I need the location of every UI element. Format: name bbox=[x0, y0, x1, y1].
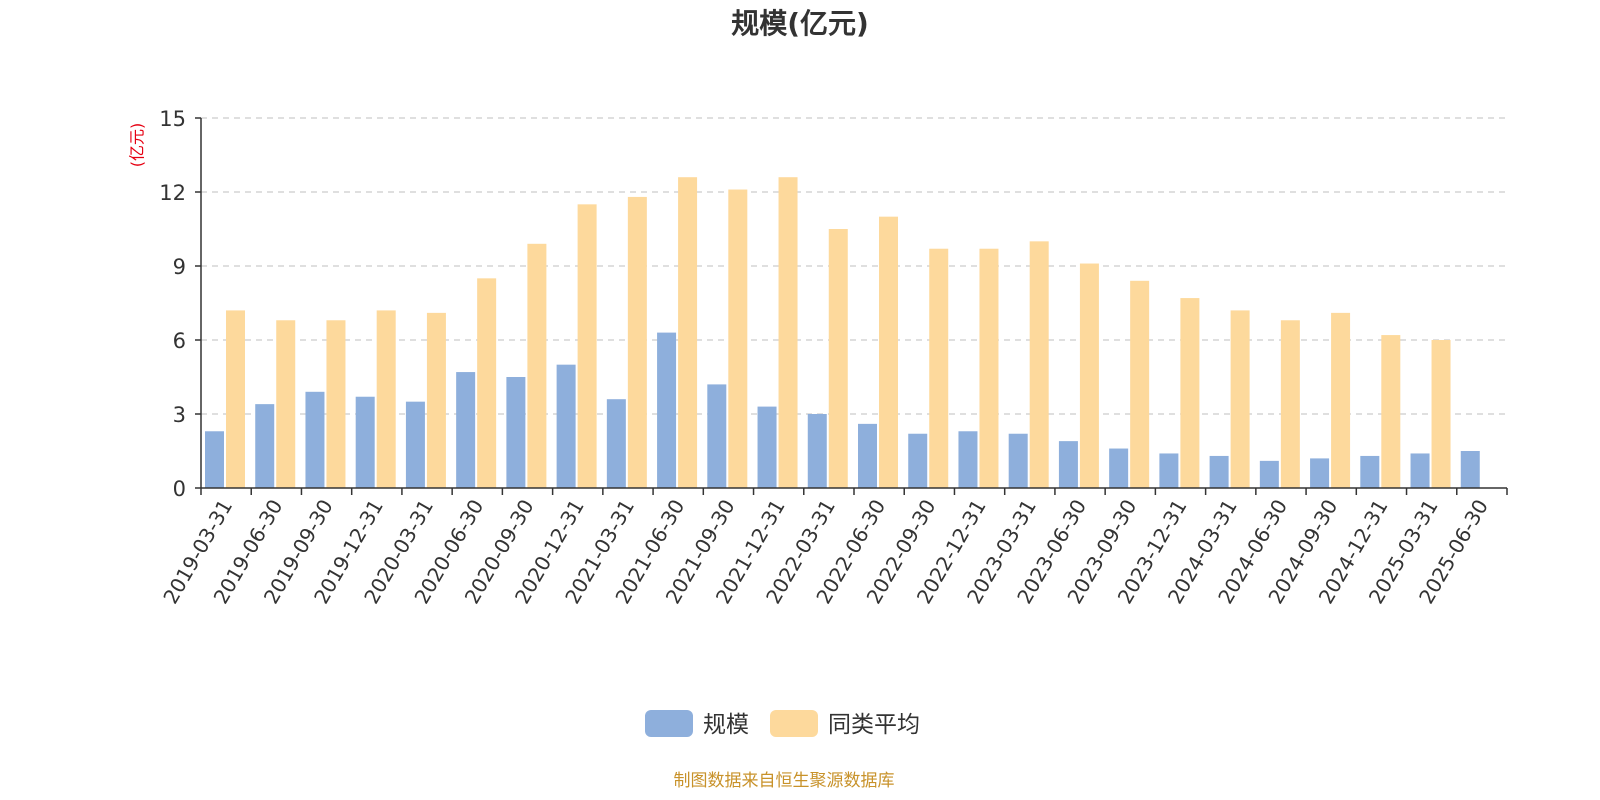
bar-scale[interactable] bbox=[807, 414, 827, 488]
chart-title: 规模(亿元) bbox=[731, 7, 869, 40]
bar-peer-average[interactable] bbox=[527, 243, 547, 488]
gridlines bbox=[201, 117, 1507, 415]
bar-scale[interactable] bbox=[757, 406, 777, 488]
bar-peer-average[interactable] bbox=[1280, 320, 1300, 488]
bar-peer-average[interactable] bbox=[1029, 241, 1049, 488]
legend-swatch-peer-average bbox=[770, 710, 818, 737]
x-tick-labels: 2019-03-312019-06-302019-09-302019-12-31… bbox=[158, 495, 1493, 608]
bar-scale[interactable] bbox=[1259, 460, 1279, 488]
y-tick-label: 0 bbox=[173, 477, 186, 501]
bar-peer-average[interactable] bbox=[879, 216, 898, 488]
bar-series bbox=[205, 177, 1480, 489]
bar-scale[interactable] bbox=[1008, 433, 1028, 488]
y-axis-label: (亿元) bbox=[128, 123, 147, 168]
bar-peer-average[interactable] bbox=[1079, 263, 1099, 488]
bar-scale[interactable] bbox=[1209, 455, 1229, 488]
bar-peer-average[interactable] bbox=[477, 278, 497, 488]
y-tick-label: 6 bbox=[173, 329, 186, 353]
y-tick-label: 15 bbox=[159, 107, 186, 131]
bar-scale[interactable] bbox=[1159, 453, 1179, 488]
axes bbox=[195, 117, 1508, 495]
bar-scale[interactable] bbox=[1058, 441, 1078, 488]
bar-peer-average[interactable] bbox=[1431, 340, 1451, 488]
bar-scale[interactable] bbox=[606, 399, 626, 488]
legend-swatch-scale bbox=[645, 710, 693, 737]
bar-scale[interactable] bbox=[1109, 448, 1129, 488]
bar-peer-average[interactable] bbox=[1230, 310, 1250, 488]
bar-scale[interactable] bbox=[556, 364, 576, 488]
bar-scale[interactable] bbox=[456, 372, 476, 488]
bar-peer-average[interactable] bbox=[577, 204, 597, 489]
bar-peer-average[interactable] bbox=[678, 177, 698, 488]
legend-label-peer-average[interactable]: 同类平均 bbox=[828, 712, 920, 738]
bar-peer-average[interactable] bbox=[979, 248, 999, 488]
bar-peer-average[interactable] bbox=[728, 189, 748, 489]
bar-scale[interactable] bbox=[1410, 453, 1430, 488]
bar-peer-average[interactable] bbox=[376, 310, 396, 488]
legend-label-scale[interactable]: 规模 bbox=[703, 712, 749, 738]
bar-peer-average[interactable] bbox=[1130, 280, 1150, 488]
bar-peer-average[interactable] bbox=[929, 248, 949, 488]
bar-peer-average[interactable] bbox=[426, 312, 446, 488]
bar-peer-average[interactable] bbox=[1331, 312, 1351, 488]
bar-peer-average[interactable] bbox=[627, 196, 647, 488]
bar-scale[interactable] bbox=[908, 433, 928, 488]
bar-scale[interactable] bbox=[707, 384, 727, 488]
bar-peer-average[interactable] bbox=[1381, 335, 1401, 488]
bar-scale[interactable] bbox=[1360, 455, 1380, 488]
bar-peer-average[interactable] bbox=[276, 320, 296, 488]
legend: 规模 同类平均 bbox=[645, 710, 920, 738]
bar-scale[interactable] bbox=[305, 391, 325, 488]
bar-scale[interactable] bbox=[1460, 451, 1480, 488]
y-tick-label: 12 bbox=[159, 181, 186, 205]
bar-peer-average[interactable] bbox=[326, 320, 346, 488]
bar-scale[interactable] bbox=[1310, 458, 1330, 488]
bar-peer-average[interactable] bbox=[226, 310, 245, 488]
bar-peer-average[interactable] bbox=[1180, 298, 1200, 488]
bar-scale[interactable] bbox=[255, 404, 275, 488]
bar-scale[interactable] bbox=[506, 377, 526, 488]
bar-scale[interactable] bbox=[205, 431, 224, 488]
bar-scale[interactable] bbox=[657, 332, 677, 488]
bar-peer-average[interactable] bbox=[828, 229, 848, 488]
data-source-note: 制图数据来自恒生聚源数据库 bbox=[674, 771, 895, 791]
bar-scale[interactable] bbox=[355, 396, 375, 488]
bar-peer-average[interactable] bbox=[778, 177, 798, 488]
y-tick-label: 9 bbox=[173, 255, 186, 279]
y-tick-label: 3 bbox=[173, 403, 186, 427]
bar-scale[interactable] bbox=[958, 431, 978, 488]
bar-scale[interactable] bbox=[858, 423, 877, 488]
y-tick-labels: 0 3 6 9 12 15 bbox=[159, 107, 186, 501]
bar-scale[interactable] bbox=[405, 401, 425, 488]
